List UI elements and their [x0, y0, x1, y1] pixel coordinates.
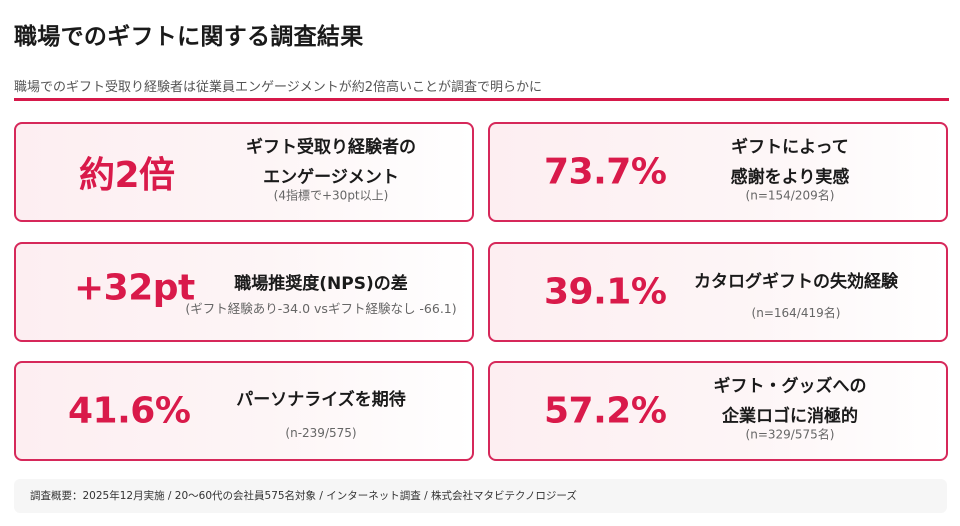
stat-note: (n=329/575名) [745, 427, 835, 442]
stat-label: パーソナライズを期待 (n-239/575) [216, 381, 426, 441]
stat-value: 73.7% [544, 151, 667, 193]
page-subtitle: 職場でのギフト受取り経験者は従業員エンゲージメントが約2倍高いことが調査で明らか… [14, 80, 543, 95]
stat-value: 約2倍 [79, 155, 175, 196]
header-divider [14, 98, 949, 101]
stat-value: +32pt [74, 267, 195, 309]
stat-label-line: 企業ロゴに消極的 [722, 406, 858, 427]
stat-label-line: カタログギフトの失効経験 [694, 272, 898, 292]
stat-label-line: 職場推奨度(NPS)の差 [234, 274, 408, 294]
stat-value: 39.1% [544, 271, 667, 313]
stat-label-line: 感謝をより実感 [730, 167, 850, 188]
stat-note: (n=164/419名) [751, 306, 841, 320]
stat-note: (4指標で+30pt以上) [273, 188, 389, 203]
stat-card-personalize: 41.6% パーソナライズを期待 (n-239/575) [14, 361, 474, 461]
stat-label: ギフト受取り経験者の エンゲージメント (4指標で+30pt以上) [221, 133, 441, 204]
survey-summary-footer: 調査概要：2025年12月実施 / 20〜60代の会社員575名対象 / インタ… [14, 479, 947, 513]
stat-label-line: ギフト・グッズへの [713, 376, 867, 397]
stat-label-line: パーソナライズを期待 [236, 390, 406, 410]
stat-label: カタログギフトの失効経験 (n=164/419名) [676, 263, 916, 321]
stat-value: 41.6% [68, 390, 191, 432]
survey-summary-text: 調査概要：2025年12月実施 / 20〜60代の会社員575名対象 / インタ… [30, 490, 577, 502]
stat-card-catalog-expiry: 39.1% カタログギフトの失効経験 (n=164/419名) [488, 242, 948, 342]
stat-value: 57.2% [544, 390, 667, 432]
stat-note: (n-239/575) [285, 426, 357, 440]
stat-note: (ギフト経験あり-34.0 vsギフト経験なし -66.1) [185, 301, 457, 316]
stat-label-line: エンゲージメント [263, 167, 399, 188]
stat-note: (n=154/209名) [745, 188, 835, 203]
page-title: 職場でのギフトに関する調査結果 [14, 24, 364, 50]
stat-card-gratitude: 73.7% ギフトによって 感謝をより実感 (n=154/209名) [488, 122, 948, 222]
stat-card-company-logo: 57.2% ギフト・グッズへの 企業ロゴに消極的 (n=329/575名) [488, 361, 948, 461]
stat-label: ギフト・グッズへの 企業ロゴに消極的 (n=329/575名) [690, 372, 890, 443]
stat-label: ギフトによって 感謝をより実感 (n=154/209名) [700, 133, 880, 204]
stat-label: 職場推奨度(NPS)の差 (ギフト経験あり-34.0 vsギフト経験なし -66… [176, 267, 466, 317]
stat-card-nps: +32pt 職場推奨度(NPS)の差 (ギフト経験あり-34.0 vsギフト経験… [14, 242, 474, 342]
stat-label-line: ギフト受取り経験者の [246, 137, 416, 158]
stat-label-line: ギフトによって [731, 137, 849, 158]
stat-card-engagement: 約2倍 ギフト受取り経験者の エンゲージメント (4指標で+30pt以上) [14, 122, 474, 222]
